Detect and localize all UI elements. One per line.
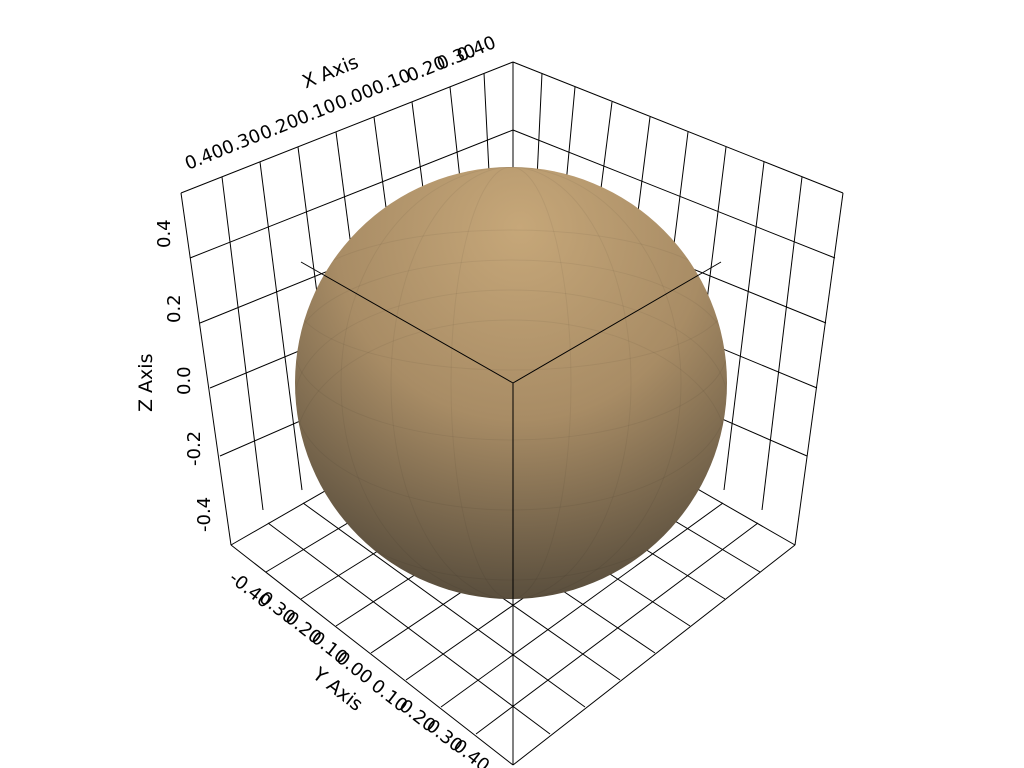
z-tick-label: -0.2 [184,431,205,466]
z-tick-label: 0.4 [154,219,175,248]
x-tick-label: 0.10 [294,95,339,129]
z-axis-ticks: 0.4 0.2 0.0 -0.2 -0.4 [154,219,215,532]
front-edges [300,261,722,600]
sphere-body[interactable] [295,167,727,599]
z-tick-label: 0.0 [174,366,195,395]
z-tick-label: -0.4 [194,497,215,532]
sphere-facets [295,167,727,599]
sphere[interactable] [295,167,727,599]
x-tick-label: 0.40 [454,32,499,66]
z-axis-title: Z Axis [135,354,157,412]
z-tick-label: 0.2 [164,294,185,323]
x-tick-label: 0.30 [219,125,264,159]
